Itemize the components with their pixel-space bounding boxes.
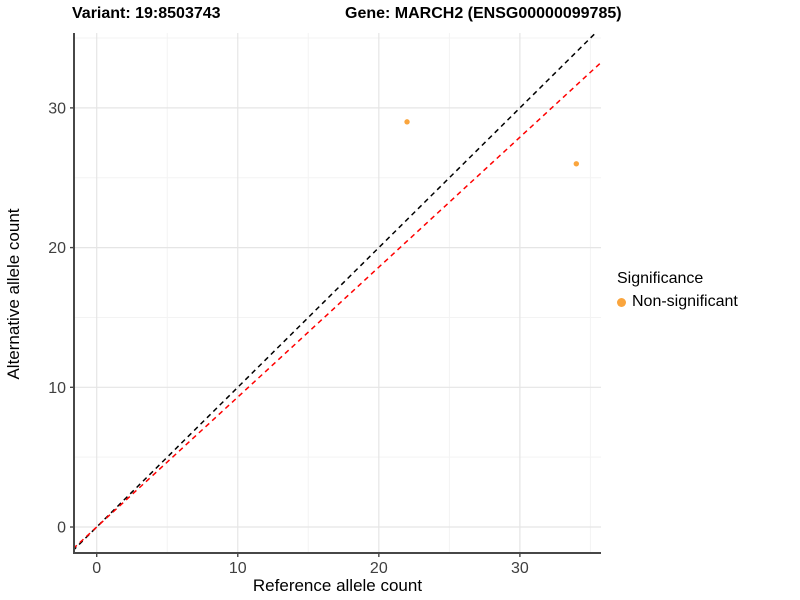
tick-marks: 0 10 20 30 0 10 20 30 (48, 100, 529, 577)
x-tick-label: 20 (370, 560, 388, 577)
data-point (404, 119, 410, 125)
major-gridlines (74, 33, 601, 553)
axis-lines (73, 33, 601, 554)
x-tick-label: 30 (511, 560, 529, 577)
y-tick-label: 30 (48, 100, 66, 117)
point-swatch-icon (617, 297, 626, 307)
x-tick-label: 0 (92, 560, 101, 577)
reference-lines (74, 33, 601, 551)
minor-gridlines (74, 33, 601, 553)
y-tick-label: 20 (48, 240, 66, 257)
legend-title: Significance (617, 270, 704, 287)
legend-item-non-significant: Non-significant (617, 293, 738, 311)
data-points (404, 119, 580, 167)
x-axis-label: Reference allele count (252, 576, 423, 595)
variant-title: Variant: 19:8503743 (72, 5, 221, 22)
legend: Significance Non-significant (617, 270, 738, 311)
y-tick-label: 0 (57, 520, 66, 537)
identity-line (74, 33, 597, 551)
x-tick-label: 10 (229, 560, 247, 577)
legend-item-label: Non-significant (632, 293, 738, 310)
expected-ratio-line (74, 61, 601, 549)
gene-title: Gene: MARCH2 (ENSG00000099785) (345, 5, 622, 22)
data-point (573, 161, 580, 167)
y-tick-label: 10 (48, 380, 66, 397)
y-axis-label: Alternative allele count (4, 208, 23, 380)
